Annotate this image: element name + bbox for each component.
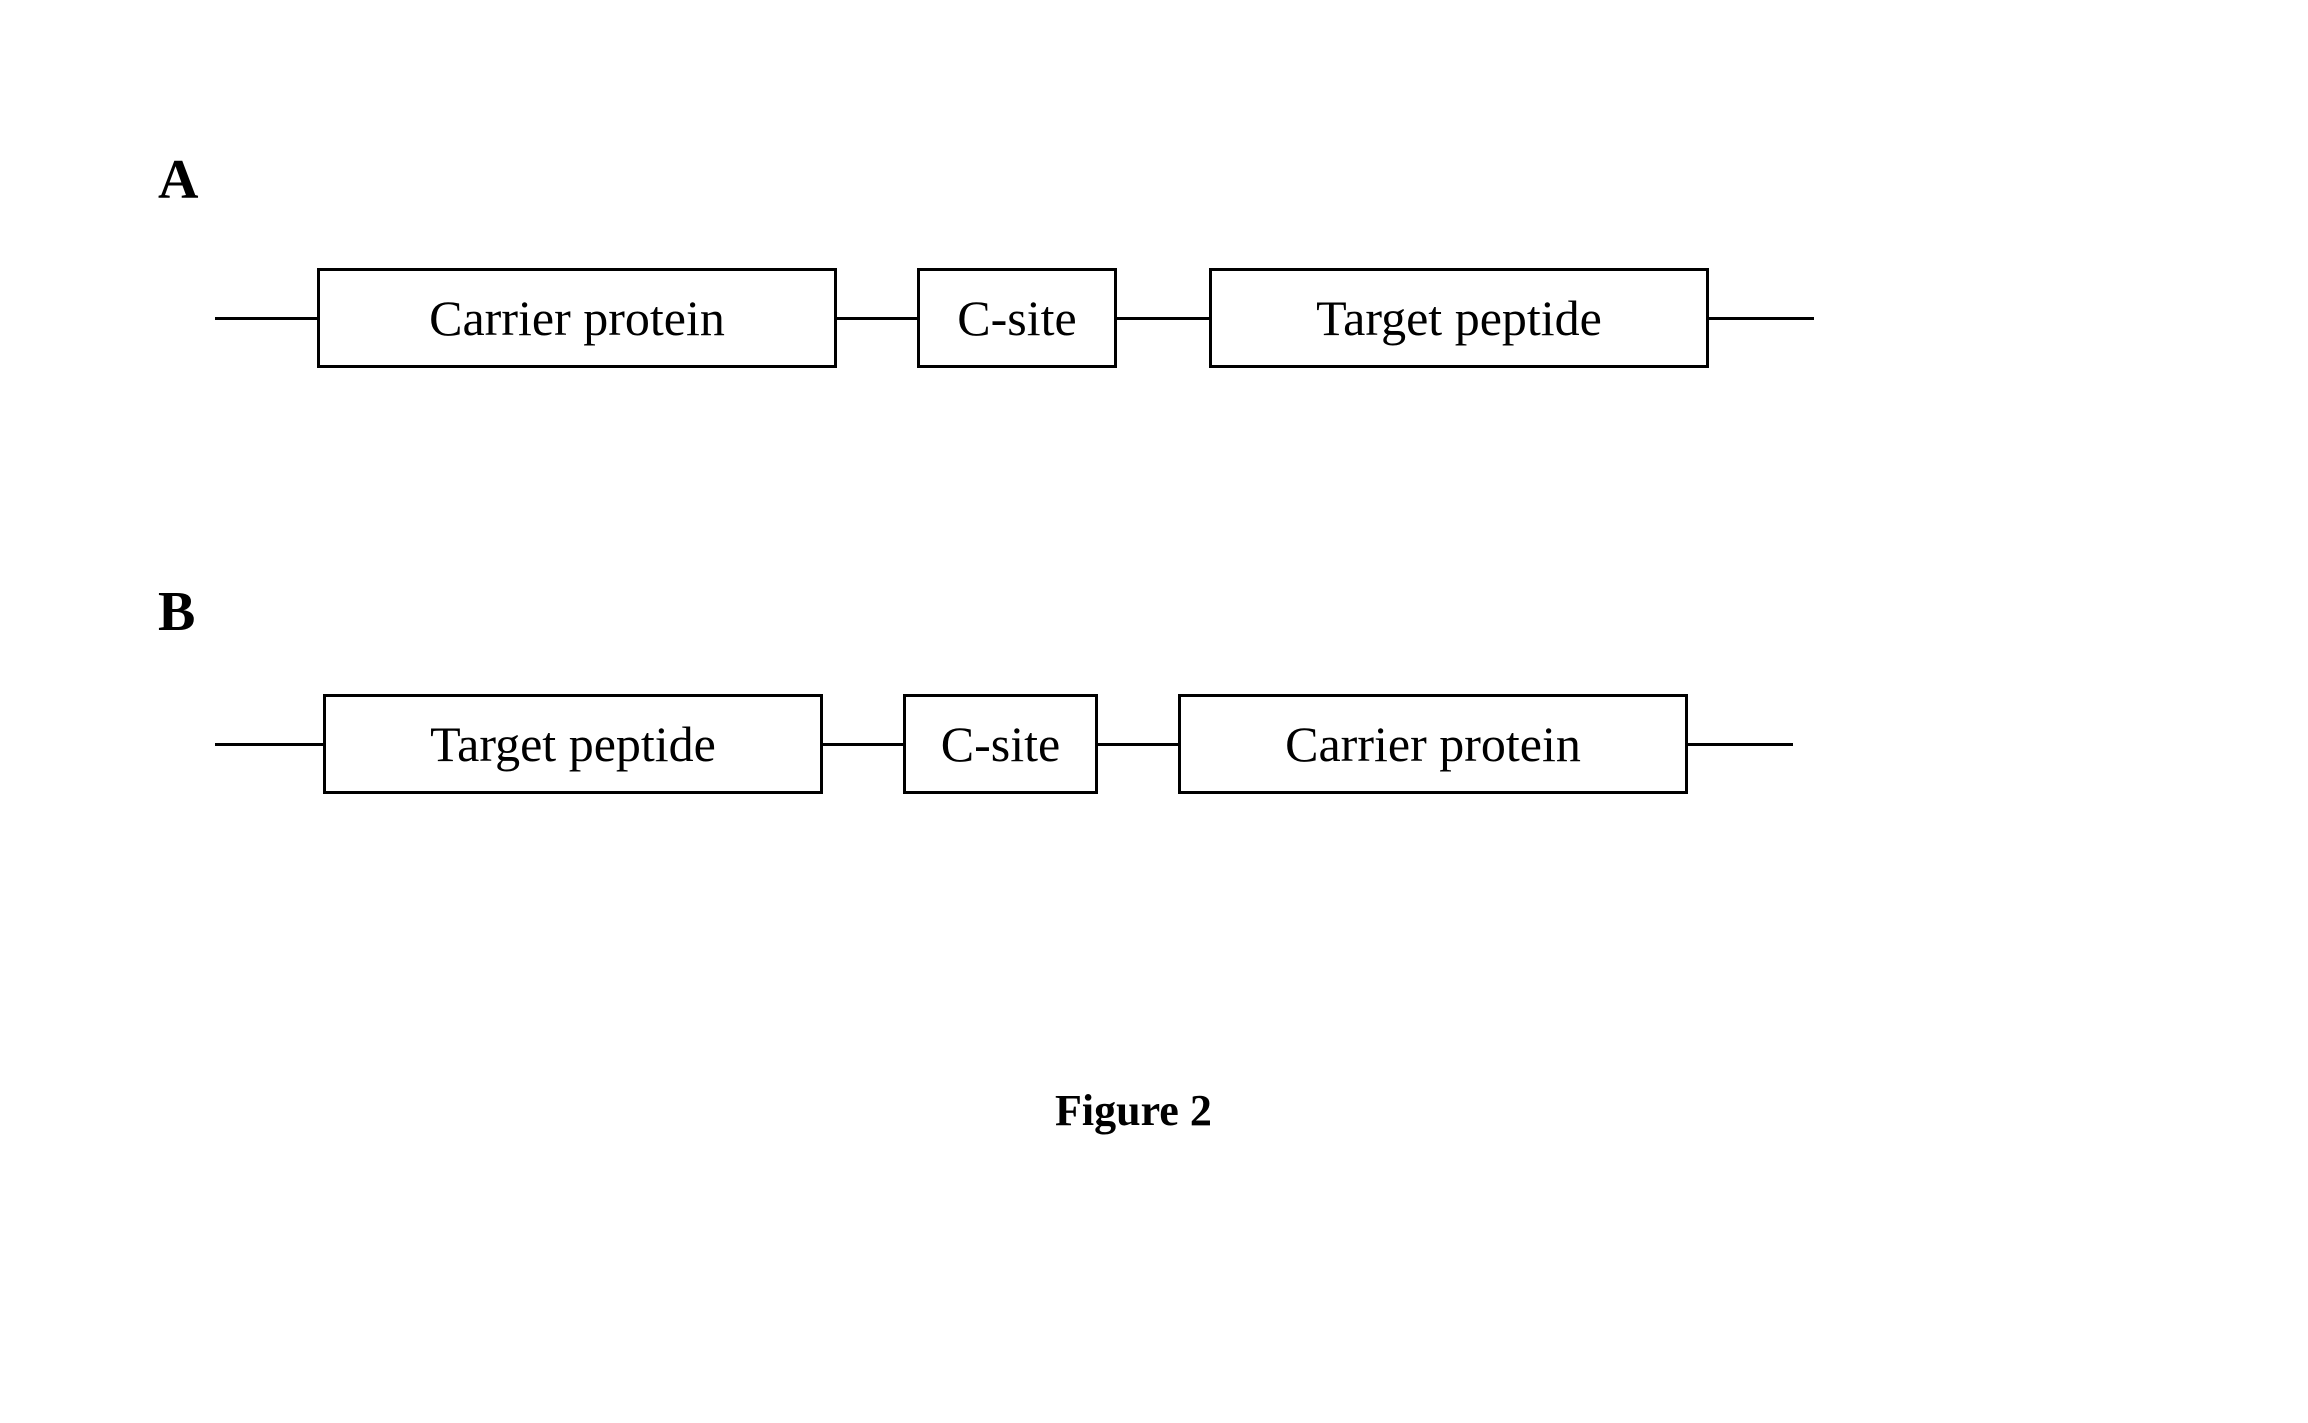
panel-a-row: Carrier protein C-site Target peptide: [215, 268, 1814, 368]
box-target-peptide: Target peptide: [1209, 268, 1709, 368]
box-label: Target peptide: [430, 715, 716, 773]
box-carrier-protein: Carrier protein: [1178, 694, 1688, 794]
connector: [1117, 317, 1209, 320]
figure-caption: Figure 2: [1055, 1085, 1212, 1136]
box-label: Target peptide: [1316, 289, 1602, 347]
box-target-peptide: Target peptide: [323, 694, 823, 794]
connector: [215, 317, 317, 320]
box-label: C-site: [941, 715, 1060, 773]
box-c-site: C-site: [917, 268, 1117, 368]
box-label: C-site: [957, 289, 1076, 347]
box-label: Carrier protein: [429, 289, 725, 347]
connector: [1688, 743, 1793, 746]
connector: [837, 317, 917, 320]
connector: [1709, 317, 1814, 320]
box-carrier-protein: Carrier protein: [317, 268, 837, 368]
connector: [215, 743, 323, 746]
connector: [823, 743, 903, 746]
connector: [1098, 743, 1178, 746]
panel-b-row: Target peptide C-site Carrier protein: [215, 694, 1793, 794]
panel-a-label: A: [158, 148, 198, 212]
panel-b-label: B: [158, 580, 195, 644]
box-c-site: C-site: [903, 694, 1098, 794]
box-label: Carrier protein: [1285, 715, 1581, 773]
